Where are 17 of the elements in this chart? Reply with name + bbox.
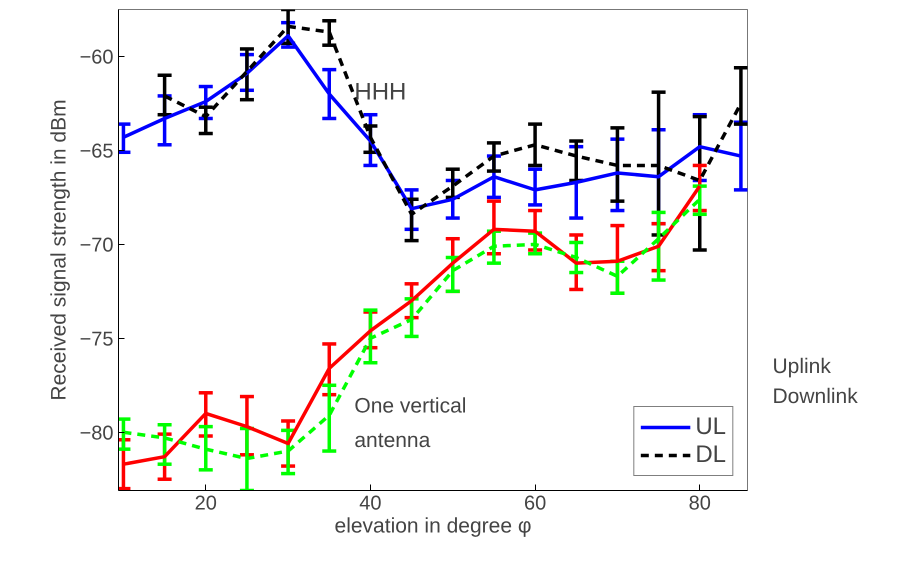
x-tick-label: 20 (194, 492, 217, 514)
x-tick-label: 40 (359, 492, 382, 514)
legend-label: DL (695, 441, 726, 469)
text: Uplink (772, 355, 832, 378)
y-tick-label: −60 (80, 46, 114, 68)
y-tick-label: −75 (80, 328, 114, 350)
x-tick-label: 60 (524, 492, 546, 514)
text: Downlink (772, 385, 858, 408)
x-tick-label: 80 (688, 492, 711, 514)
y-tick-label: −65 (80, 140, 114, 162)
x-axis-title: elevation in degree φ (334, 514, 532, 538)
y-tick-label: −70 (80, 234, 114, 256)
annotation: HHH (354, 78, 406, 106)
legend-label: UL (695, 413, 726, 441)
y-axis-title: Received signal strength in dBm (48, 99, 71, 401)
y-tick-label: −80 (80, 422, 114, 444)
annotation: One vertical antenna (354, 394, 466, 452)
